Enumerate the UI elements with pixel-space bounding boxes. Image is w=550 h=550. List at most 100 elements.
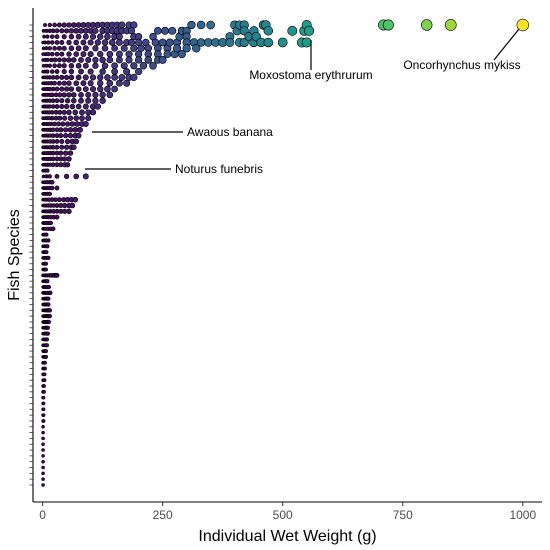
data-point bbox=[56, 22, 62, 28]
data-point bbox=[66, 208, 72, 215]
data-point bbox=[63, 144, 70, 150]
data-point bbox=[43, 354, 48, 359]
data-point bbox=[58, 127, 64, 133]
data-point bbox=[67, 127, 74, 133]
data-point bbox=[68, 45, 75, 52]
data-point bbox=[46, 284, 51, 290]
data-point bbox=[154, 26, 162, 35]
data-point bbox=[59, 74, 65, 80]
data-point bbox=[516, 18, 529, 32]
data-point bbox=[64, 98, 71, 104]
data-point bbox=[47, 313, 52, 319]
data-point bbox=[43, 349, 48, 354]
data-point bbox=[50, 226, 56, 232]
data-point bbox=[41, 483, 45, 487]
data-point bbox=[89, 85, 97, 93]
data-point bbox=[101, 62, 109, 70]
data-point bbox=[277, 37, 288, 48]
data-point bbox=[62, 202, 68, 209]
data-point bbox=[58, 150, 64, 156]
data-point bbox=[43, 261, 48, 266]
data-point bbox=[42, 34, 46, 39]
data-point bbox=[80, 51, 87, 58]
data-point bbox=[130, 62, 138, 70]
data-point bbox=[57, 109, 63, 115]
data-point bbox=[43, 267, 48, 272]
y-axis-title: Fish Species bbox=[6, 209, 23, 301]
data-point bbox=[263, 37, 274, 48]
data-point bbox=[75, 103, 82, 110]
data-point bbox=[182, 44, 191, 53]
data-point bbox=[44, 250, 49, 255]
data-point bbox=[92, 56, 99, 64]
data-point bbox=[118, 21, 126, 29]
data-point bbox=[71, 22, 77, 28]
data-point bbox=[66, 39, 72, 46]
data-point bbox=[87, 39, 94, 46]
data-point bbox=[67, 132, 74, 139]
data-point bbox=[60, 121, 66, 127]
data-point bbox=[104, 74, 111, 81]
data-point bbox=[48, 220, 53, 226]
data-point bbox=[59, 144, 65, 150]
data-point bbox=[50, 75, 56, 80]
data-point bbox=[43, 40, 47, 45]
data-point bbox=[192, 44, 201, 53]
data-point bbox=[97, 74, 104, 81]
data-point bbox=[94, 103, 101, 110]
data-point bbox=[71, 92, 77, 98]
data-point bbox=[41, 436, 45, 441]
data-point bbox=[49, 92, 55, 98]
data-point bbox=[57, 92, 63, 98]
data-point bbox=[73, 173, 80, 180]
data-point bbox=[59, 28, 65, 34]
data-point bbox=[61, 63, 67, 69]
annotation-label: Oncorhynchus mykiss bbox=[403, 58, 520, 72]
data-point bbox=[134, 67, 143, 76]
data-point bbox=[41, 471, 45, 476]
data-point bbox=[41, 430, 45, 435]
data-point bbox=[41, 419, 46, 423]
data-point bbox=[161, 26, 169, 35]
data-point bbox=[49, 51, 55, 57]
annotation-label: Awaous banana bbox=[187, 125, 273, 139]
data-point bbox=[85, 115, 92, 122]
data-point bbox=[66, 92, 72, 98]
data-point bbox=[72, 196, 79, 203]
data-point bbox=[163, 50, 172, 59]
data-point bbox=[41, 448, 45, 452]
data-point bbox=[52, 22, 57, 28]
points-layer bbox=[41, 18, 529, 487]
data-point bbox=[50, 133, 56, 138]
data-point bbox=[74, 121, 81, 127]
data-point bbox=[137, 44, 145, 52]
data-point bbox=[59, 98, 65, 104]
data-point bbox=[123, 79, 131, 87]
x-axis-ticks: 0 250 500 750 1000 bbox=[39, 502, 536, 522]
data-point bbox=[75, 33, 82, 40]
data-point bbox=[123, 68, 131, 76]
data-point bbox=[69, 121, 76, 127]
data-point bbox=[97, 80, 104, 87]
data-point bbox=[68, 33, 75, 40]
data-point bbox=[168, 26, 177, 35]
data-point bbox=[115, 50, 123, 58]
data-point bbox=[82, 62, 89, 69]
data-point bbox=[44, 28, 49, 33]
data-point bbox=[45, 69, 50, 74]
data-point bbox=[78, 57, 84, 63]
data-point bbox=[165, 38, 174, 47]
data-point bbox=[82, 121, 89, 127]
data-point bbox=[63, 28, 70, 34]
data-point bbox=[63, 86, 70, 92]
data-point bbox=[196, 20, 206, 30]
data-point bbox=[85, 97, 92, 104]
data-point bbox=[50, 145, 56, 150]
data-point bbox=[46, 319, 51, 325]
data-point bbox=[77, 126, 83, 133]
data-point bbox=[85, 91, 92, 98]
data-point bbox=[87, 80, 94, 87]
data-point bbox=[92, 91, 99, 99]
data-point bbox=[304, 25, 315, 36]
data-point bbox=[44, 337, 49, 342]
